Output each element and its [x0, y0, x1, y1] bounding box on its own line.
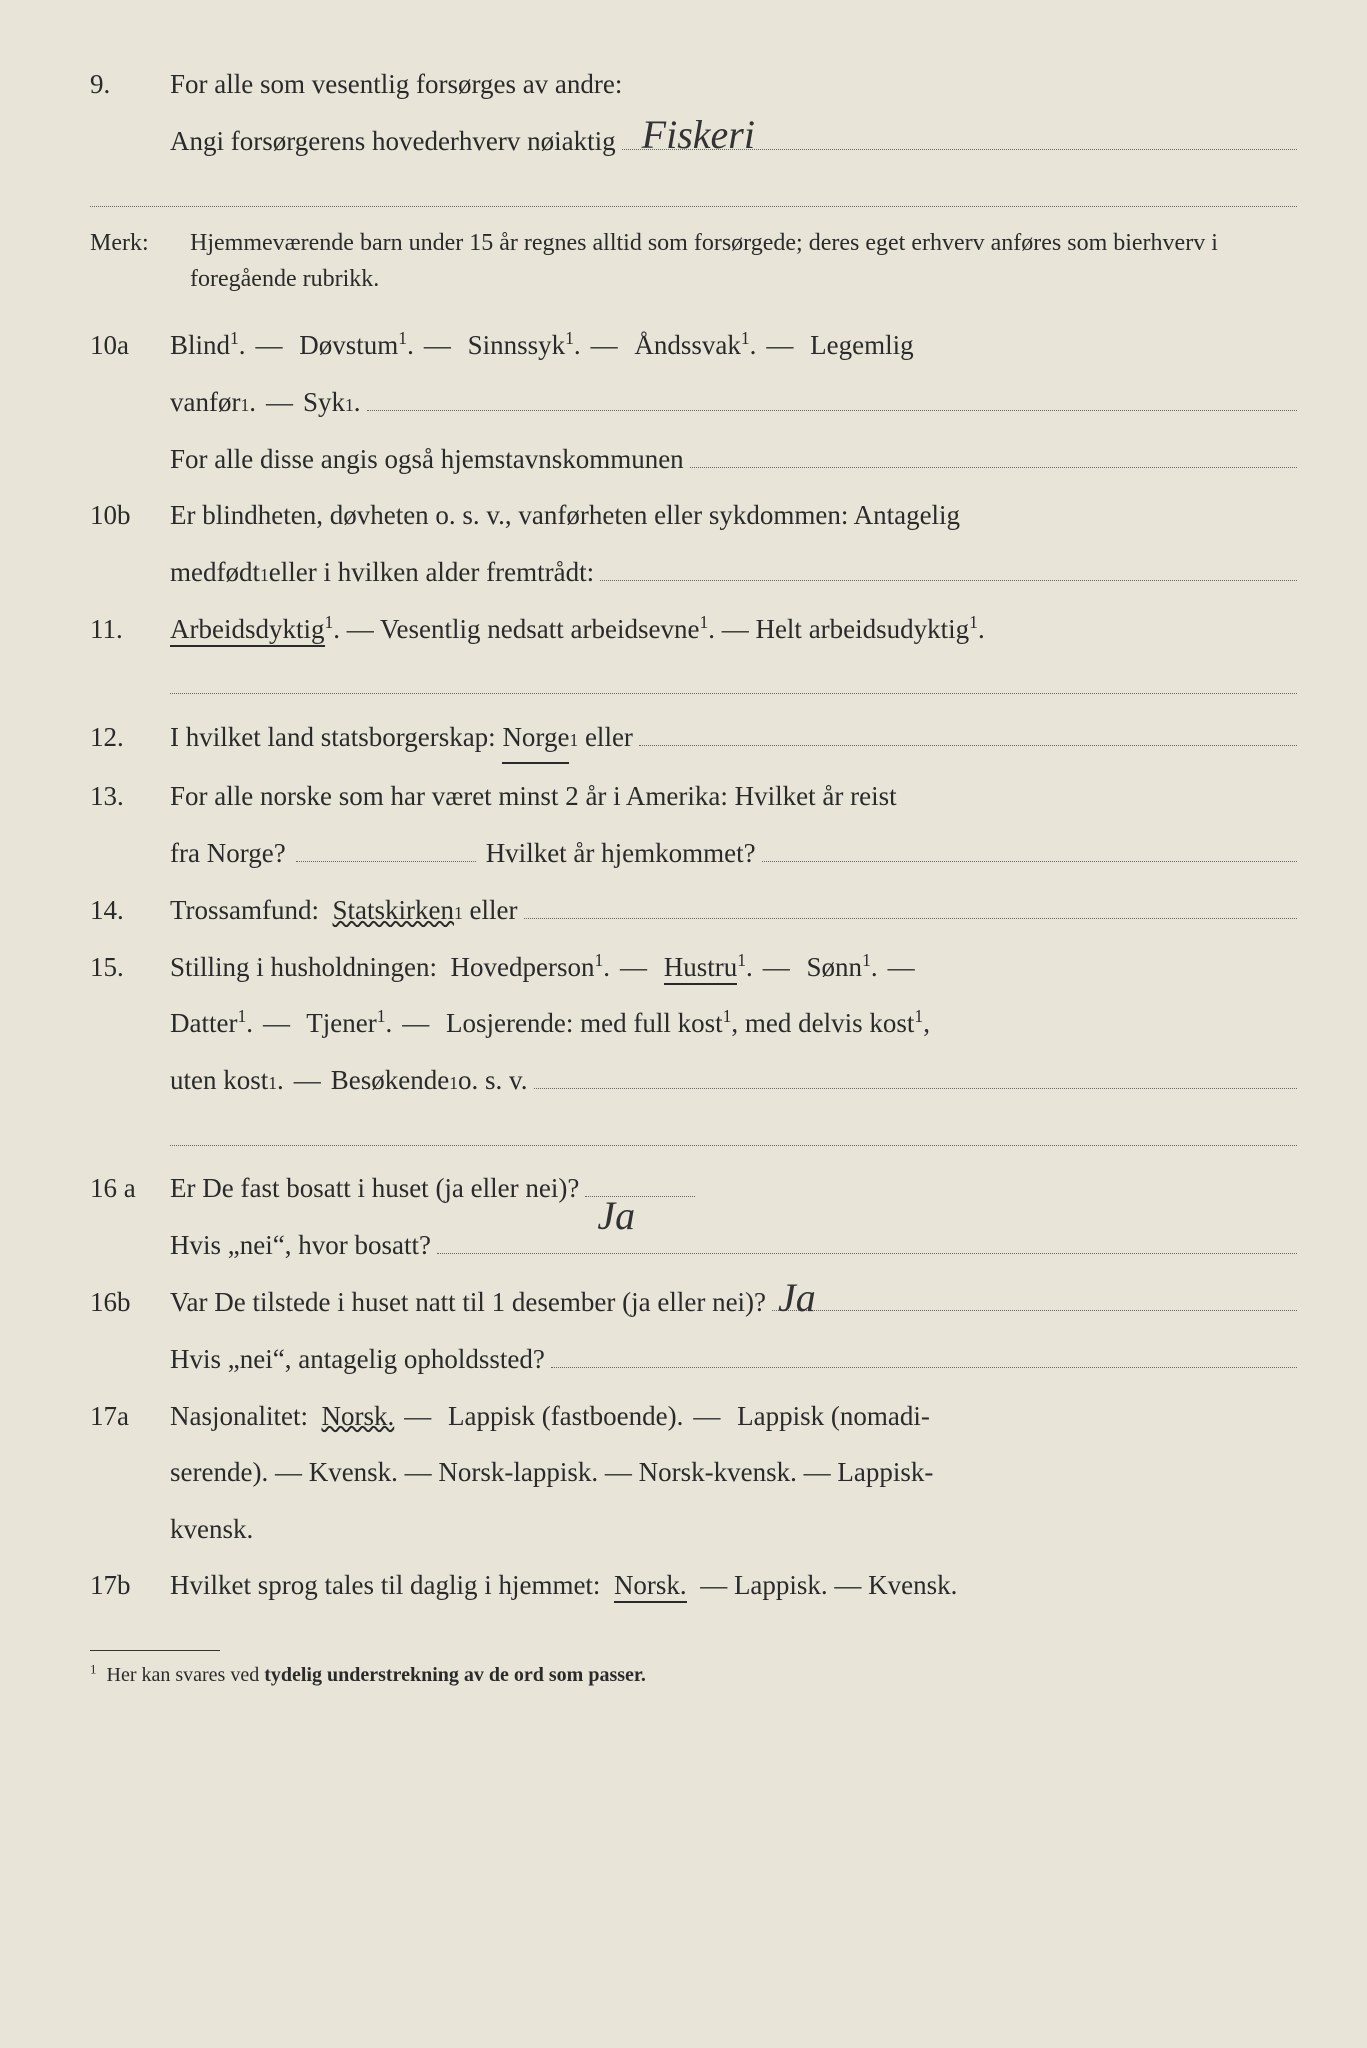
- q10a-num: 10a: [90, 321, 170, 370]
- q13-num: 13.: [90, 772, 170, 821]
- q17a-line3: kvensk.: [170, 1505, 1297, 1554]
- q10a-vanfor: vanfør: [170, 378, 240, 427]
- q17a-num: 17a: [90, 1392, 170, 1441]
- q9-num: 9.: [90, 60, 170, 109]
- q15-besokende: Besøkende: [331, 1056, 449, 1105]
- q14: 14. Trossamfund: Statskirken1 eller: [90, 886, 1297, 935]
- q10b-medfodt: medfødt: [170, 548, 260, 597]
- q15-sonn: Sønn: [807, 952, 863, 982]
- q15-losjerende: Losjerende: med full kost: [446, 1008, 723, 1038]
- q16a-hvis: Hvis „nei“, hvor bosatt?: [170, 1221, 431, 1270]
- q9-answer-line: Fiskeri: [622, 117, 1297, 150]
- q10a-sinnssyk: Sinnssyk: [468, 330, 566, 360]
- q17a-line2: serende). — Kvensk. — Norsk-lappisk. — N…: [170, 1448, 1297, 1497]
- q16a: 16 a Er De fast bosatt i huset (ja eller…: [90, 1164, 1297, 1213]
- q17b-text: Hvilket sprog tales til daglig i hjemmet…: [170, 1570, 600, 1600]
- merk-label: Merk:: [90, 225, 190, 297]
- q14-num: 14.: [90, 886, 170, 935]
- q17a-lappisk-nomad: Lappisk (nomadi-: [737, 1401, 930, 1431]
- q10a-syk: Syk: [303, 378, 345, 427]
- q10a-hjemstavns: For alle disse angis også hjemstavnskomm…: [170, 435, 684, 484]
- q10b: 10b Er blindheten, døvheten o. s. v., va…: [90, 491, 1297, 540]
- divider: [90, 178, 1297, 207]
- footnote-num: 1: [90, 1661, 97, 1676]
- q17b-num: 17b: [90, 1561, 170, 1610]
- merk-text: Hjemmeværende barn under 15 år regnes al…: [190, 225, 1297, 297]
- q16b-handwritten: Ja: [778, 1262, 816, 1334]
- q14-text: Trossamfund:: [170, 886, 319, 935]
- q10a: 10a Blind1.— Døvstum1.— Sinnssyk1.— Ånds…: [90, 321, 1297, 370]
- q9-prefix: Angi forsørgerens hovederhverv nøiaktig: [170, 117, 616, 166]
- q16b-hvis: Hvis „nei“, antagelig opholdssted?: [170, 1335, 545, 1384]
- q12-text: I hvilket land statsborgerskap:: [170, 713, 496, 762]
- q12-norge: Norge: [502, 713, 569, 765]
- q17b-rest: — Lappisk. — Kvensk.: [700, 1570, 957, 1600]
- q15-text: Stilling i husholdningen:: [170, 952, 437, 982]
- q15-hovedperson: Hovedperson: [451, 952, 595, 982]
- q15-num: 15.: [90, 943, 170, 992]
- q9-line2: Angi forsørgerens hovederhverv nøiaktig …: [90, 117, 1297, 166]
- q15-datter: Datter: [170, 1008, 237, 1038]
- q10a-dovstum: Døvstum: [299, 330, 398, 360]
- footnote-divider: [90, 1650, 220, 1651]
- q12-num: 12.: [90, 713, 170, 762]
- divider: [170, 1117, 1297, 1146]
- q15-hustru: Hustru: [664, 952, 738, 985]
- q17a-lappisk-fast: Lappisk (fastboende).: [448, 1401, 683, 1431]
- q11-arbeidsdyktig: Arbeidsdyktig: [170, 614, 325, 647]
- q10a-andssvak: Åndssvak: [634, 330, 741, 360]
- census-form-page: 9. For alle som vesentlig forsørges av a…: [0, 0, 1367, 2048]
- q11-udyktig: Helt arbeidsudyktig: [755, 614, 969, 644]
- q11: 11. Arbeidsdyktig1. — Vesentlig nedsatt …: [90, 605, 1297, 654]
- q9-handwritten: Fiskeri: [642, 99, 755, 171]
- footnote: 1 Her kan svares ved tydelig understrekn…: [90, 1657, 1297, 1693]
- q10a-blind: Blind: [170, 330, 230, 360]
- q13-hjemkommet: Hvilket år hjemkommet?: [486, 829, 756, 878]
- q16b-num: 16b: [90, 1278, 170, 1327]
- q15-uten: uten kost: [170, 1056, 268, 1105]
- q16a-text: Er De fast bosatt i huset (ja eller nei)…: [170, 1164, 579, 1213]
- q10b-line1: Er blindheten, døvheten o. s. v., vanfør…: [170, 491, 1297, 540]
- q10b-line2b: eller i hvilken alder fremtrådt:: [269, 548, 594, 597]
- q11-num: 11.: [90, 605, 170, 654]
- q15-tjener: Tjener: [306, 1008, 376, 1038]
- q17a-text: Nasjonalitet:: [170, 1401, 308, 1431]
- q11-nedsatt: Vesentlig nedsatt arbeidsevne: [380, 614, 699, 644]
- q17a-norsk: Norsk.: [321, 1401, 394, 1431]
- q16b-text: Var De tilstede i huset natt til 1 desem…: [170, 1278, 766, 1327]
- q13-line1: For alle norske som har været minst 2 år…: [170, 772, 1297, 821]
- q16a-num: 16 a: [90, 1164, 170, 1213]
- q13: 13. For alle norske som har været minst …: [90, 772, 1297, 821]
- q15: 15. Stilling i husholdningen: Hovedperso…: [90, 943, 1297, 992]
- q14-statskirken: Statskirken: [333, 886, 455, 935]
- q12: 12. I hvilket land statsborgerskap: Norg…: [90, 712, 1297, 764]
- footnote-bold: tydelig understrekning av de ord som pas…: [264, 1664, 646, 1686]
- q17b-norsk: Norsk.: [614, 1570, 687, 1603]
- q17a: 17a Nasjonalitet: Norsk.— Lappisk (fastb…: [90, 1392, 1297, 1441]
- q12-eller: eller: [585, 713, 633, 762]
- divider: [170, 665, 1297, 694]
- q16b: 16b Var De tilstede i huset natt til 1 d…: [90, 1278, 1297, 1327]
- q13-franorge: fra Norge?: [170, 829, 286, 878]
- q17b: 17b Hvilket sprog tales til daglig i hje…: [90, 1561, 1297, 1610]
- q10b-num: 10b: [90, 491, 170, 540]
- q10a-legemlig: Legemlig: [810, 330, 913, 360]
- merk-note: Merk: Hjemmeværende barn under 15 år reg…: [90, 225, 1297, 297]
